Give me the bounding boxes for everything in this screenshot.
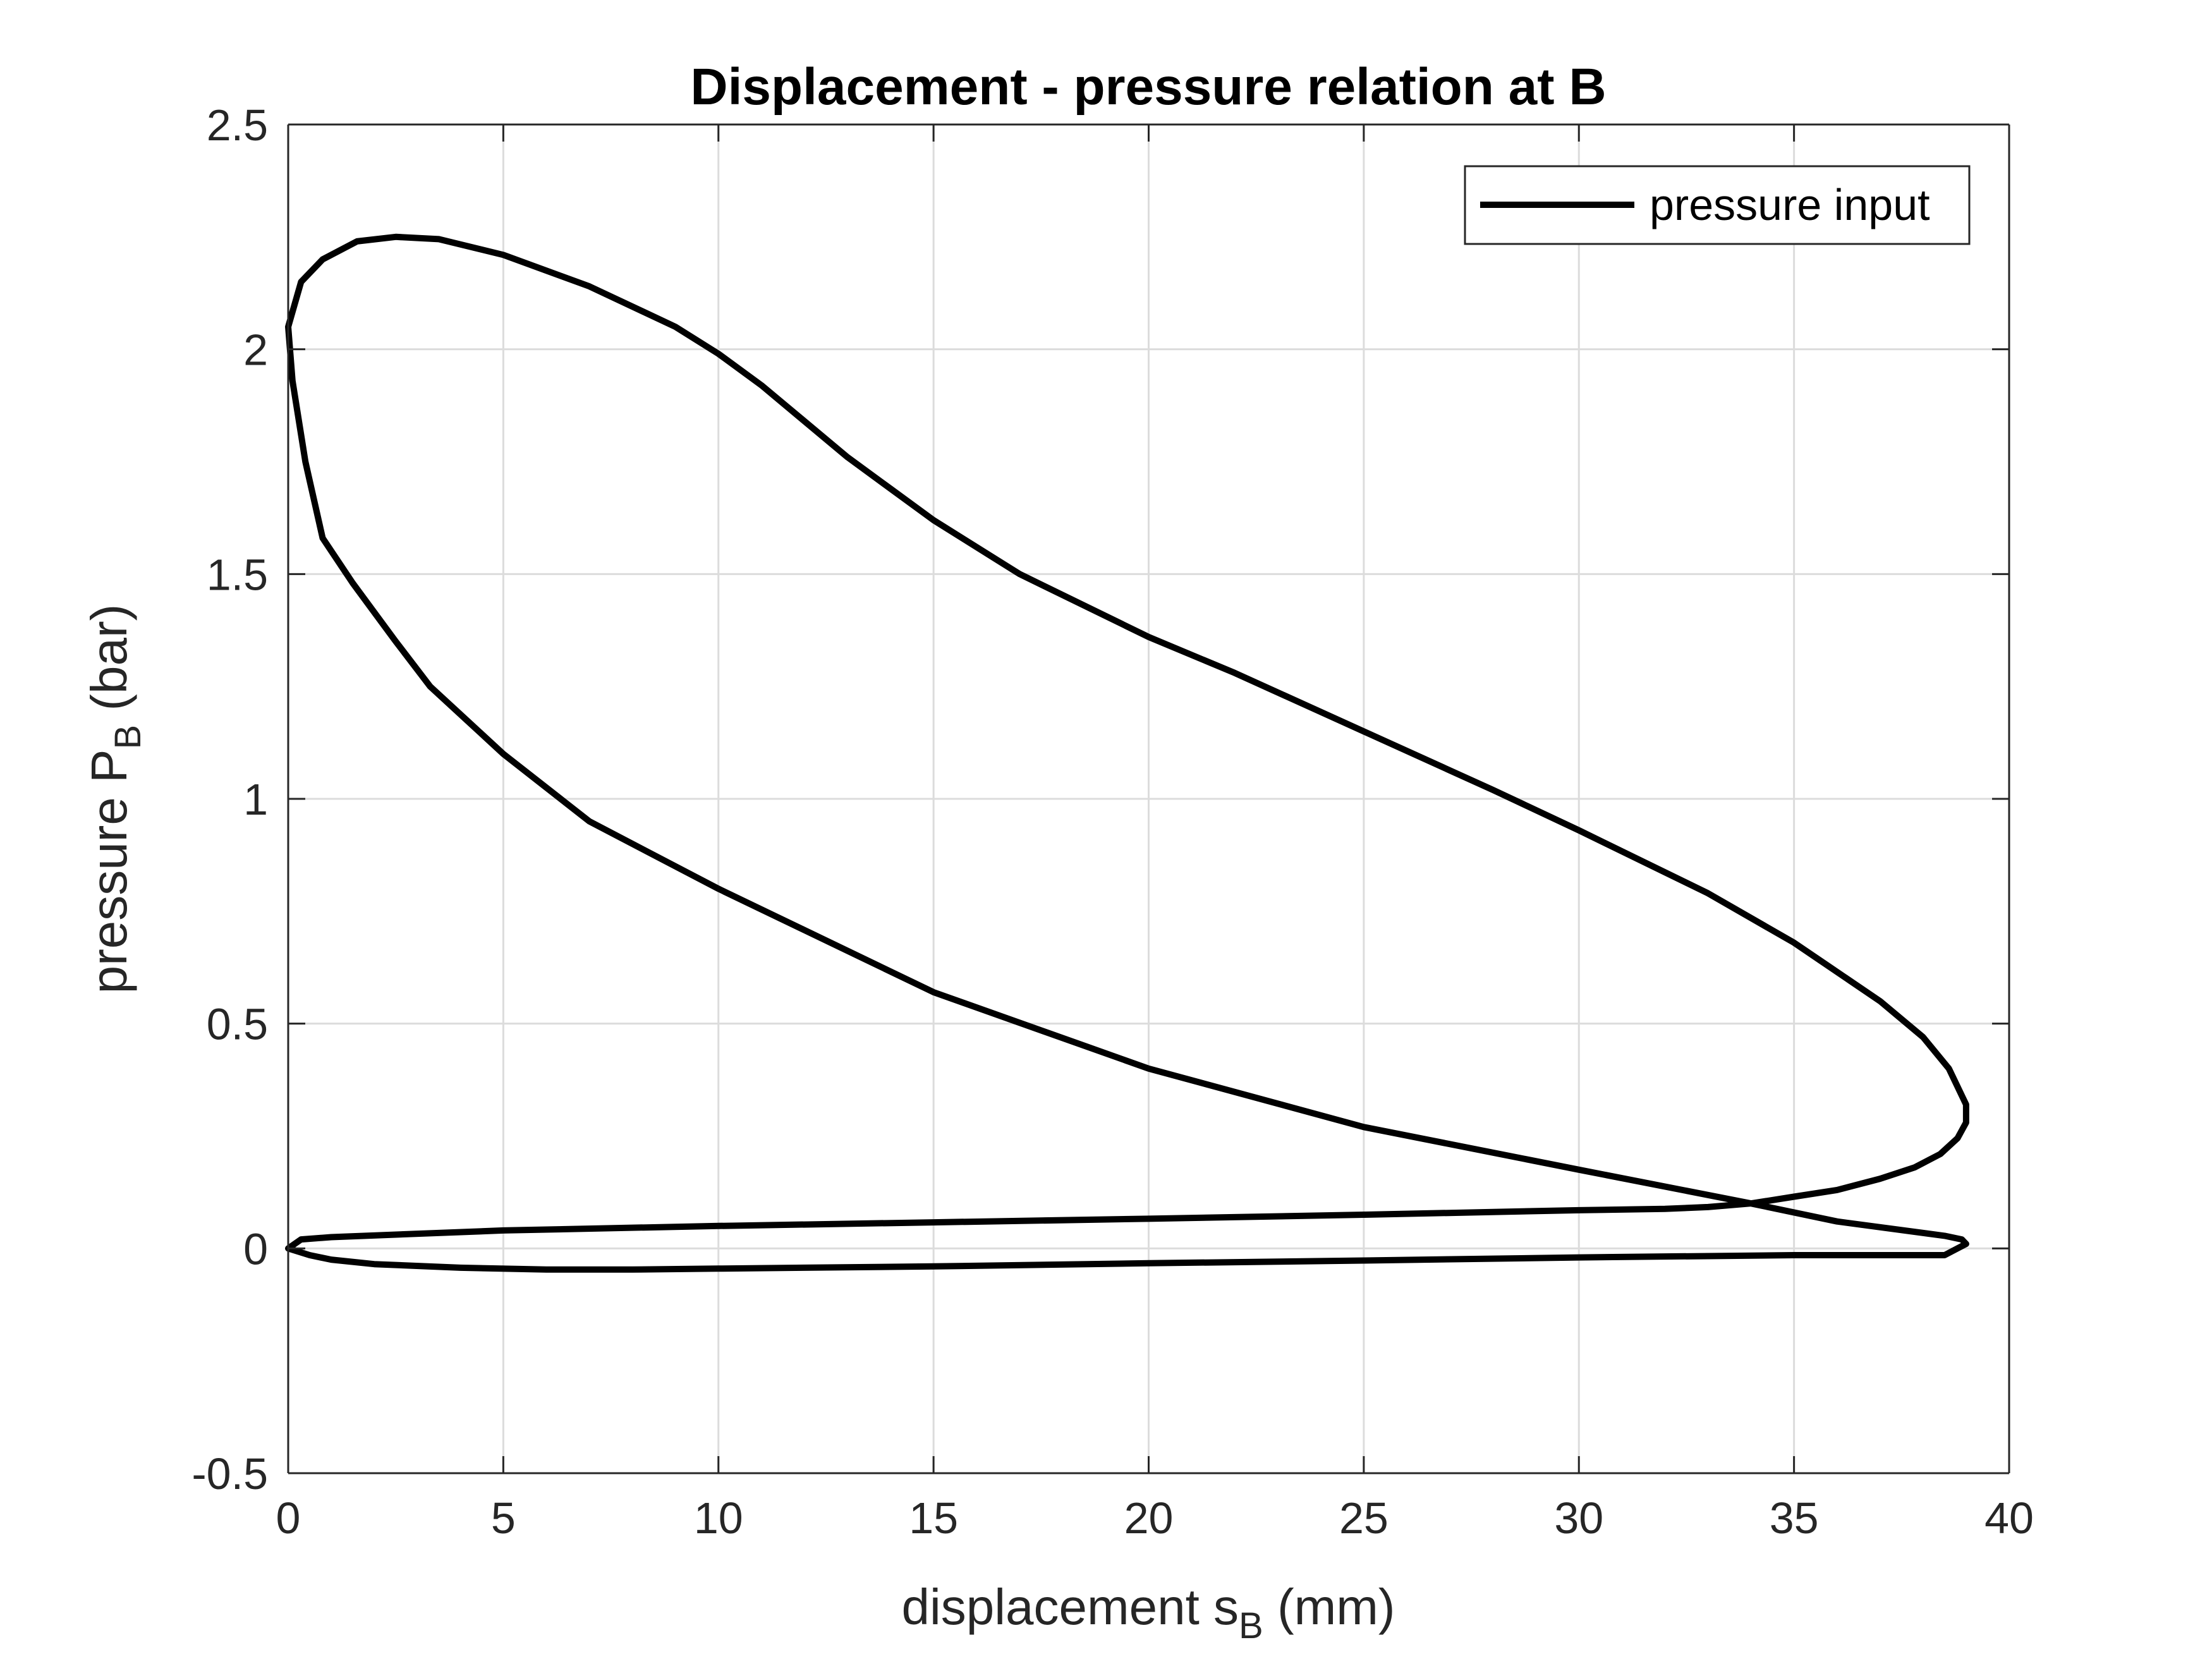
x-tick-label: 25: [1339, 1493, 1389, 1543]
legend: pressure input: [1464, 165, 1971, 245]
y-tick-label: 2: [243, 325, 268, 375]
legend-label-pressure-input: pressure input: [1650, 180, 1930, 229]
y-tick-label: 0.5: [207, 1000, 268, 1049]
x-tick-label: 10: [694, 1493, 743, 1543]
x-axis-label-unit: (mm): [1263, 1579, 1395, 1635]
x-axis-label-main: displacement s: [901, 1579, 1239, 1635]
tick-labels: 0 5 10 15 20 25 30 35 40-0.500.511.522.5: [191, 100, 2034, 1543]
x-tick-label: 15: [909, 1493, 958, 1543]
x-tick-label: 40: [1984, 1493, 2034, 1543]
x-tick-label: 35: [1770, 1493, 1819, 1543]
x-tick-label: 20: [1124, 1493, 1174, 1543]
x-axis-label-subscript: B: [1239, 1605, 1263, 1646]
axes: [287, 123, 2010, 1474]
y-axis-label-subscript: B: [107, 725, 149, 750]
x-axis-label: displacement sB (mm): [901, 1579, 1395, 1646]
y-axis-label: pressure PB (bar): [81, 604, 149, 994]
y-tick-label: 1.5: [207, 550, 268, 599]
series-layer: [285, 233, 1969, 1273]
y-axis-label-main: pressure P: [81, 749, 137, 994]
y-axis-label-unit: (bar): [81, 604, 137, 725]
grid: [288, 125, 2009, 1473]
y-tick-label: 0: [243, 1224, 268, 1273]
y-tick-label: 1: [243, 775, 268, 824]
x-tick-label: 0: [276, 1493, 301, 1543]
y-tick-label: -0.5: [191, 1449, 268, 1498]
x-tick-label: 5: [491, 1493, 516, 1543]
x-tick-label: 30: [1554, 1493, 1603, 1543]
series-line-0: [285, 233, 1969, 1273]
chart-title: Displacement - pressure relation at B: [690, 58, 1606, 116]
y-tick-label: 2.5: [207, 100, 268, 150]
